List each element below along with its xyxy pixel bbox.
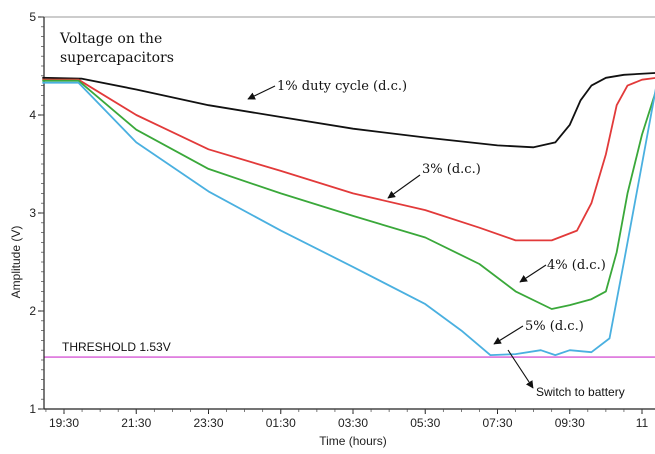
series-label-5pct: 5% (d.c.) (525, 319, 584, 334)
series-label-4pct: 4% (d.c.) (547, 258, 606, 273)
arrow-5pct (493, 325, 524, 345)
grid-layer (44, 16, 655, 358)
series-layer (42, 72, 655, 357)
series-label-1pct: 1% duty cycle (d.c.) (277, 79, 407, 94)
y-tick-label: 2 (29, 304, 36, 318)
y-axis-label: Amplitude (V) (9, 226, 23, 299)
x-tick-label: 07:30 (482, 416, 512, 430)
y-tick-label: 5 (29, 10, 36, 24)
series-label-3pct: 3% (d.c.) (422, 162, 481, 177)
x-axis-label: Time (hours) (319, 434, 387, 448)
series-line-1 (42, 72, 655, 149)
x-tick-label: 11 (636, 416, 649, 430)
threshold-label: THRESHOLD 1.53V (62, 340, 171, 354)
arrow-switch-battery (507, 349, 534, 389)
x-tick-label: 05:30 (410, 416, 440, 430)
switch-to-battery-label: Switch to battery (536, 385, 625, 399)
x-tick-label: 01:30 (266, 416, 296, 430)
x-tick-label: 23:30 (193, 416, 223, 430)
series-line-4 (42, 81, 655, 357)
chart-title-line-1: Voltage on the (59, 31, 162, 47)
y-tick-label: 4 (29, 108, 36, 122)
y-tick-label: 3 (29, 206, 36, 220)
chart-title-line-2: supercapacitors (60, 50, 174, 66)
arrow-4pct (519, 264, 547, 283)
arrow-1pct (247, 85, 276, 100)
series-line-2 (42, 77, 655, 242)
x-tick-label: 21:30 (121, 416, 151, 430)
x-tick-label: 19:30 (49, 416, 79, 430)
x-tick-label: 09:30 (555, 416, 585, 430)
series-line-3 (42, 79, 655, 310)
y-tick-label: 1 (29, 402, 36, 416)
annotation-layer: Voltage on the supercapacitors Amplitude… (9, 31, 625, 448)
x-tick-label: 03:30 (338, 416, 368, 430)
arrow-3pct (387, 174, 421, 199)
